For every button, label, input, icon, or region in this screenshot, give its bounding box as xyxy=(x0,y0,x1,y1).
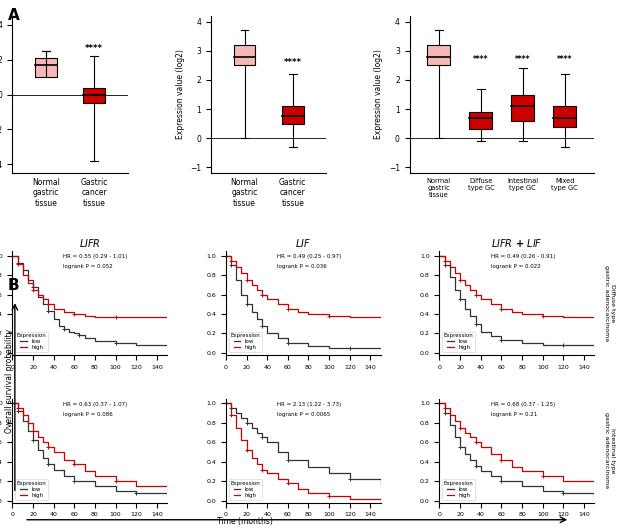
Title: $\it{LIFR}$ + $\it{LIF}$: $\it{LIFR}$ + $\it{LIF}$ xyxy=(491,236,543,249)
Text: logrank P = 0.0065: logrank P = 0.0065 xyxy=(277,412,331,417)
Text: HR = 0.49 (0.26 - 0.91): HR = 0.49 (0.26 - 0.91) xyxy=(491,254,555,259)
Bar xyxy=(282,106,303,124)
Text: $\it{LIFR}$ expression
Cho dataset: $\it{LIFR}$ expression Cho dataset xyxy=(468,0,535,2)
Bar xyxy=(234,45,256,66)
Text: $\it{LIFR}$ expression
Cho dataset: $\it{LIFR}$ expression Cho dataset xyxy=(235,0,302,2)
Legend: low, high: low, high xyxy=(15,332,48,352)
Bar xyxy=(469,112,493,130)
Y-axis label: Expression value (log2): Expression value (log2) xyxy=(374,50,383,140)
Text: Overall survival probability: Overall survival probability xyxy=(5,329,14,433)
Bar xyxy=(511,95,534,121)
Text: Diffuse type
gastric adenocarcinoma: Diffuse type gastric adenocarcinoma xyxy=(604,265,615,341)
Legend: low, high: low, high xyxy=(228,332,262,352)
Text: $\it{LIFR}$ expression
Cui dataset: $\it{LIFR}$ expression Cui dataset xyxy=(37,0,104,2)
Title: $\it{LIFR}$: $\it{LIFR}$ xyxy=(79,236,101,249)
Title: $\it{LIF}$: $\it{LIF}$ xyxy=(295,236,311,249)
Legend: low, high: low, high xyxy=(228,479,262,500)
Text: HR = 2.13 (1.22 - 3.73): HR = 2.13 (1.22 - 3.73) xyxy=(277,402,341,407)
Text: logrank P = 0.052: logrank P = 0.052 xyxy=(64,264,113,269)
Text: A: A xyxy=(7,8,19,23)
Text: ****: **** xyxy=(515,56,530,65)
Y-axis label: Expression value (log2): Expression value (log2) xyxy=(176,50,184,140)
Bar xyxy=(35,58,57,77)
Text: Intestinal type
gastric adenocarcinoma: Intestinal type gastric adenocarcinoma xyxy=(604,413,615,489)
Legend: low, high: low, high xyxy=(15,479,48,500)
Text: logrank P = 0.21: logrank P = 0.21 xyxy=(491,412,537,417)
Bar xyxy=(427,45,451,66)
Text: B: B xyxy=(7,278,19,293)
Text: HR = 0.55 (0.29 - 1.01): HR = 0.55 (0.29 - 1.01) xyxy=(64,254,128,259)
Text: HR = 0.68 (0.37 - 1.25): HR = 0.68 (0.37 - 1.25) xyxy=(491,402,555,407)
Text: ****: **** xyxy=(557,56,573,65)
Text: HR = 0.49 (0.25 - 0.97): HR = 0.49 (0.25 - 0.97) xyxy=(277,254,341,259)
Text: ****: **** xyxy=(85,44,103,53)
Text: logrank P = 0.036: logrank P = 0.036 xyxy=(277,264,327,269)
Text: ****: **** xyxy=(284,58,301,67)
Text: HR = 0.63 (0.37 - 1.07): HR = 0.63 (0.37 - 1.07) xyxy=(64,402,128,407)
Bar xyxy=(553,106,576,126)
Text: logrank P = 0.022: logrank P = 0.022 xyxy=(491,264,540,269)
Legend: low, high: low, high xyxy=(442,479,475,500)
Text: ****: **** xyxy=(473,56,488,65)
Legend: low, high: low, high xyxy=(442,332,475,352)
Text: Time (months): Time (months) xyxy=(217,517,272,526)
Text: logrank P = 0.086: logrank P = 0.086 xyxy=(64,412,113,417)
Bar xyxy=(84,87,105,103)
